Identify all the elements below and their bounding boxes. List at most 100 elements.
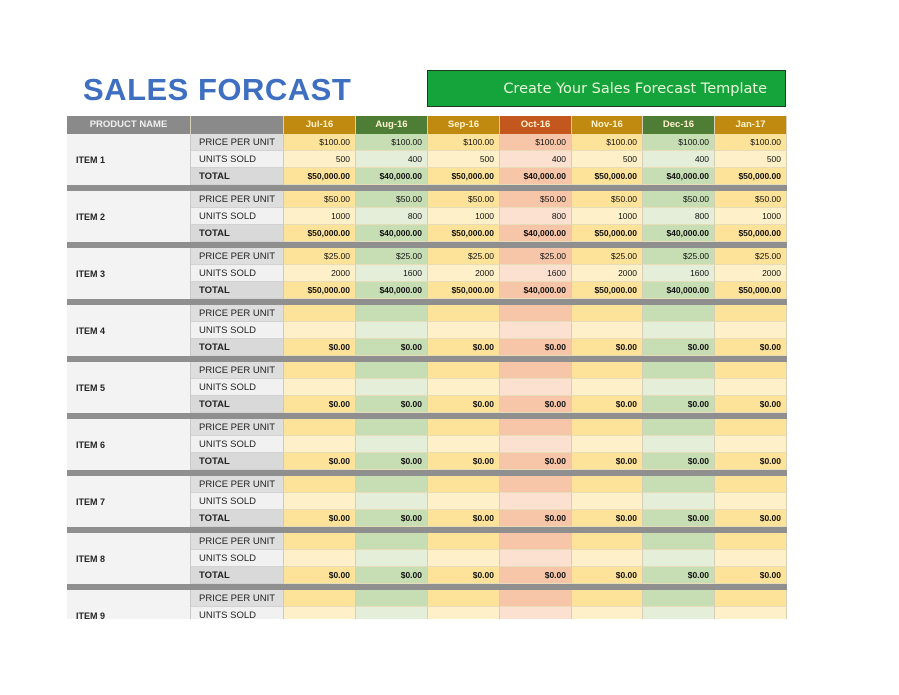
total-cell[interactable]: $0.00 [643, 396, 715, 413]
price-per-unit-cell[interactable] [428, 533, 500, 550]
price-per-unit-cell[interactable] [356, 476, 428, 493]
units-sold-cell[interactable]: 2000 [284, 265, 356, 282]
total-cell[interactable]: $50,000.00 [572, 225, 643, 242]
units-sold-cell[interactable] [356, 379, 428, 396]
units-sold-cell[interactable] [356, 550, 428, 567]
price-per-unit-cell[interactable] [572, 476, 643, 493]
total-cell[interactable]: $40,000.00 [643, 168, 715, 185]
price-per-unit-cell[interactable] [572, 419, 643, 436]
total-cell[interactable]: $0.00 [643, 510, 715, 527]
units-sold-cell[interactable]: 1000 [572, 208, 643, 225]
price-per-unit-cell[interactable]: $100.00 [643, 134, 715, 151]
total-cell[interactable]: $0.00 [428, 453, 500, 470]
units-sold-cell[interactable] [500, 436, 572, 453]
price-per-unit-cell[interactable]: $25.00 [500, 248, 572, 265]
total-cell[interactable]: $50,000.00 [284, 225, 356, 242]
price-per-unit-cell[interactable] [643, 419, 715, 436]
price-per-unit-cell[interactable]: $50.00 [715, 191, 787, 208]
price-per-unit-cell[interactable] [356, 533, 428, 550]
price-per-unit-cell[interactable] [500, 362, 572, 379]
price-per-unit-cell[interactable]: $50.00 [500, 191, 572, 208]
price-per-unit-cell[interactable] [643, 476, 715, 493]
total-cell[interactable]: $0.00 [572, 510, 643, 527]
price-per-unit-cell[interactable] [428, 476, 500, 493]
total-cell[interactable]: $50,000.00 [284, 168, 356, 185]
item-name-cell[interactable]: ITEM 6 [67, 419, 191, 470]
total-cell[interactable]: $0.00 [715, 567, 787, 584]
units-sold-cell[interactable] [643, 493, 715, 510]
units-sold-cell[interactable] [284, 379, 356, 396]
units-sold-cell[interactable]: 400 [356, 151, 428, 168]
price-per-unit-cell[interactable] [356, 305, 428, 322]
units-sold-cell[interactable] [572, 436, 643, 453]
units-sold-cell[interactable] [428, 493, 500, 510]
price-per-unit-cell[interactable] [643, 590, 715, 607]
units-sold-cell[interactable] [572, 379, 643, 396]
total-cell[interactable]: $40,000.00 [500, 168, 572, 185]
units-sold-cell[interactable] [284, 322, 356, 339]
price-per-unit-cell[interactable] [356, 590, 428, 607]
price-per-unit-cell[interactable] [715, 305, 787, 322]
total-cell[interactable]: $0.00 [428, 396, 500, 413]
total-cell[interactable]: $0.00 [500, 453, 572, 470]
total-cell[interactable]: $50,000.00 [428, 225, 500, 242]
units-sold-cell[interactable] [428, 436, 500, 453]
units-sold-cell[interactable] [572, 550, 643, 567]
total-cell[interactable]: $50,000.00 [428, 282, 500, 299]
price-per-unit-cell[interactable]: $25.00 [715, 248, 787, 265]
price-per-unit-cell[interactable] [715, 419, 787, 436]
units-sold-cell[interactable] [572, 607, 643, 619]
units-sold-cell[interactable]: 1000 [428, 208, 500, 225]
units-sold-cell[interactable] [643, 322, 715, 339]
price-per-unit-cell[interactable] [428, 419, 500, 436]
units-sold-cell[interactable]: 500 [572, 151, 643, 168]
units-sold-cell[interactable]: 400 [500, 151, 572, 168]
units-sold-cell[interactable]: 400 [643, 151, 715, 168]
units-sold-cell[interactable] [643, 436, 715, 453]
total-cell[interactable]: $0.00 [500, 567, 572, 584]
total-cell[interactable]: $50,000.00 [572, 282, 643, 299]
units-sold-cell[interactable] [500, 322, 572, 339]
total-cell[interactable]: $0.00 [284, 339, 356, 356]
units-sold-cell[interactable]: 500 [715, 151, 787, 168]
units-sold-cell[interactable]: 1000 [715, 208, 787, 225]
units-sold-cell[interactable] [715, 493, 787, 510]
total-cell[interactable]: $0.00 [284, 396, 356, 413]
price-per-unit-cell[interactable] [643, 533, 715, 550]
item-name-cell[interactable]: ITEM 9 [67, 590, 191, 619]
price-per-unit-cell[interactable]: $25.00 [356, 248, 428, 265]
price-per-unit-cell[interactable]: $100.00 [715, 134, 787, 151]
total-cell[interactable]: $50,000.00 [715, 168, 787, 185]
total-cell[interactable]: $0.00 [356, 339, 428, 356]
units-sold-cell[interactable]: 2000 [572, 265, 643, 282]
price-per-unit-cell[interactable] [500, 419, 572, 436]
units-sold-cell[interactable] [715, 379, 787, 396]
price-per-unit-cell[interactable] [500, 476, 572, 493]
units-sold-cell[interactable] [356, 607, 428, 619]
units-sold-cell[interactable]: 2000 [428, 265, 500, 282]
total-cell[interactable]: $40,000.00 [356, 282, 428, 299]
total-cell[interactable]: $0.00 [572, 567, 643, 584]
total-cell[interactable]: $0.00 [572, 453, 643, 470]
units-sold-cell[interactable]: 500 [428, 151, 500, 168]
units-sold-cell[interactable] [284, 493, 356, 510]
item-name-cell[interactable]: ITEM 4 [67, 305, 191, 356]
total-cell[interactable]: $50,000.00 [284, 282, 356, 299]
total-cell[interactable]: $0.00 [284, 510, 356, 527]
total-cell[interactable]: $40,000.00 [500, 282, 572, 299]
total-cell[interactable]: $50,000.00 [715, 225, 787, 242]
units-sold-cell[interactable]: 1000 [284, 208, 356, 225]
units-sold-cell[interactable]: 1600 [643, 265, 715, 282]
total-cell[interactable]: $0.00 [356, 396, 428, 413]
item-name-cell[interactable]: ITEM 3 [67, 248, 191, 299]
total-cell[interactable]: $40,000.00 [500, 225, 572, 242]
price-per-unit-cell[interactable]: $25.00 [428, 248, 500, 265]
total-cell[interactable]: $0.00 [500, 396, 572, 413]
units-sold-cell[interactable]: 2000 [715, 265, 787, 282]
units-sold-cell[interactable] [572, 322, 643, 339]
price-per-unit-cell[interactable] [643, 362, 715, 379]
price-per-unit-cell[interactable] [572, 362, 643, 379]
item-name-cell[interactable]: ITEM 2 [67, 191, 191, 242]
price-per-unit-cell[interactable]: $100.00 [284, 134, 356, 151]
total-cell[interactable]: $50,000.00 [715, 282, 787, 299]
